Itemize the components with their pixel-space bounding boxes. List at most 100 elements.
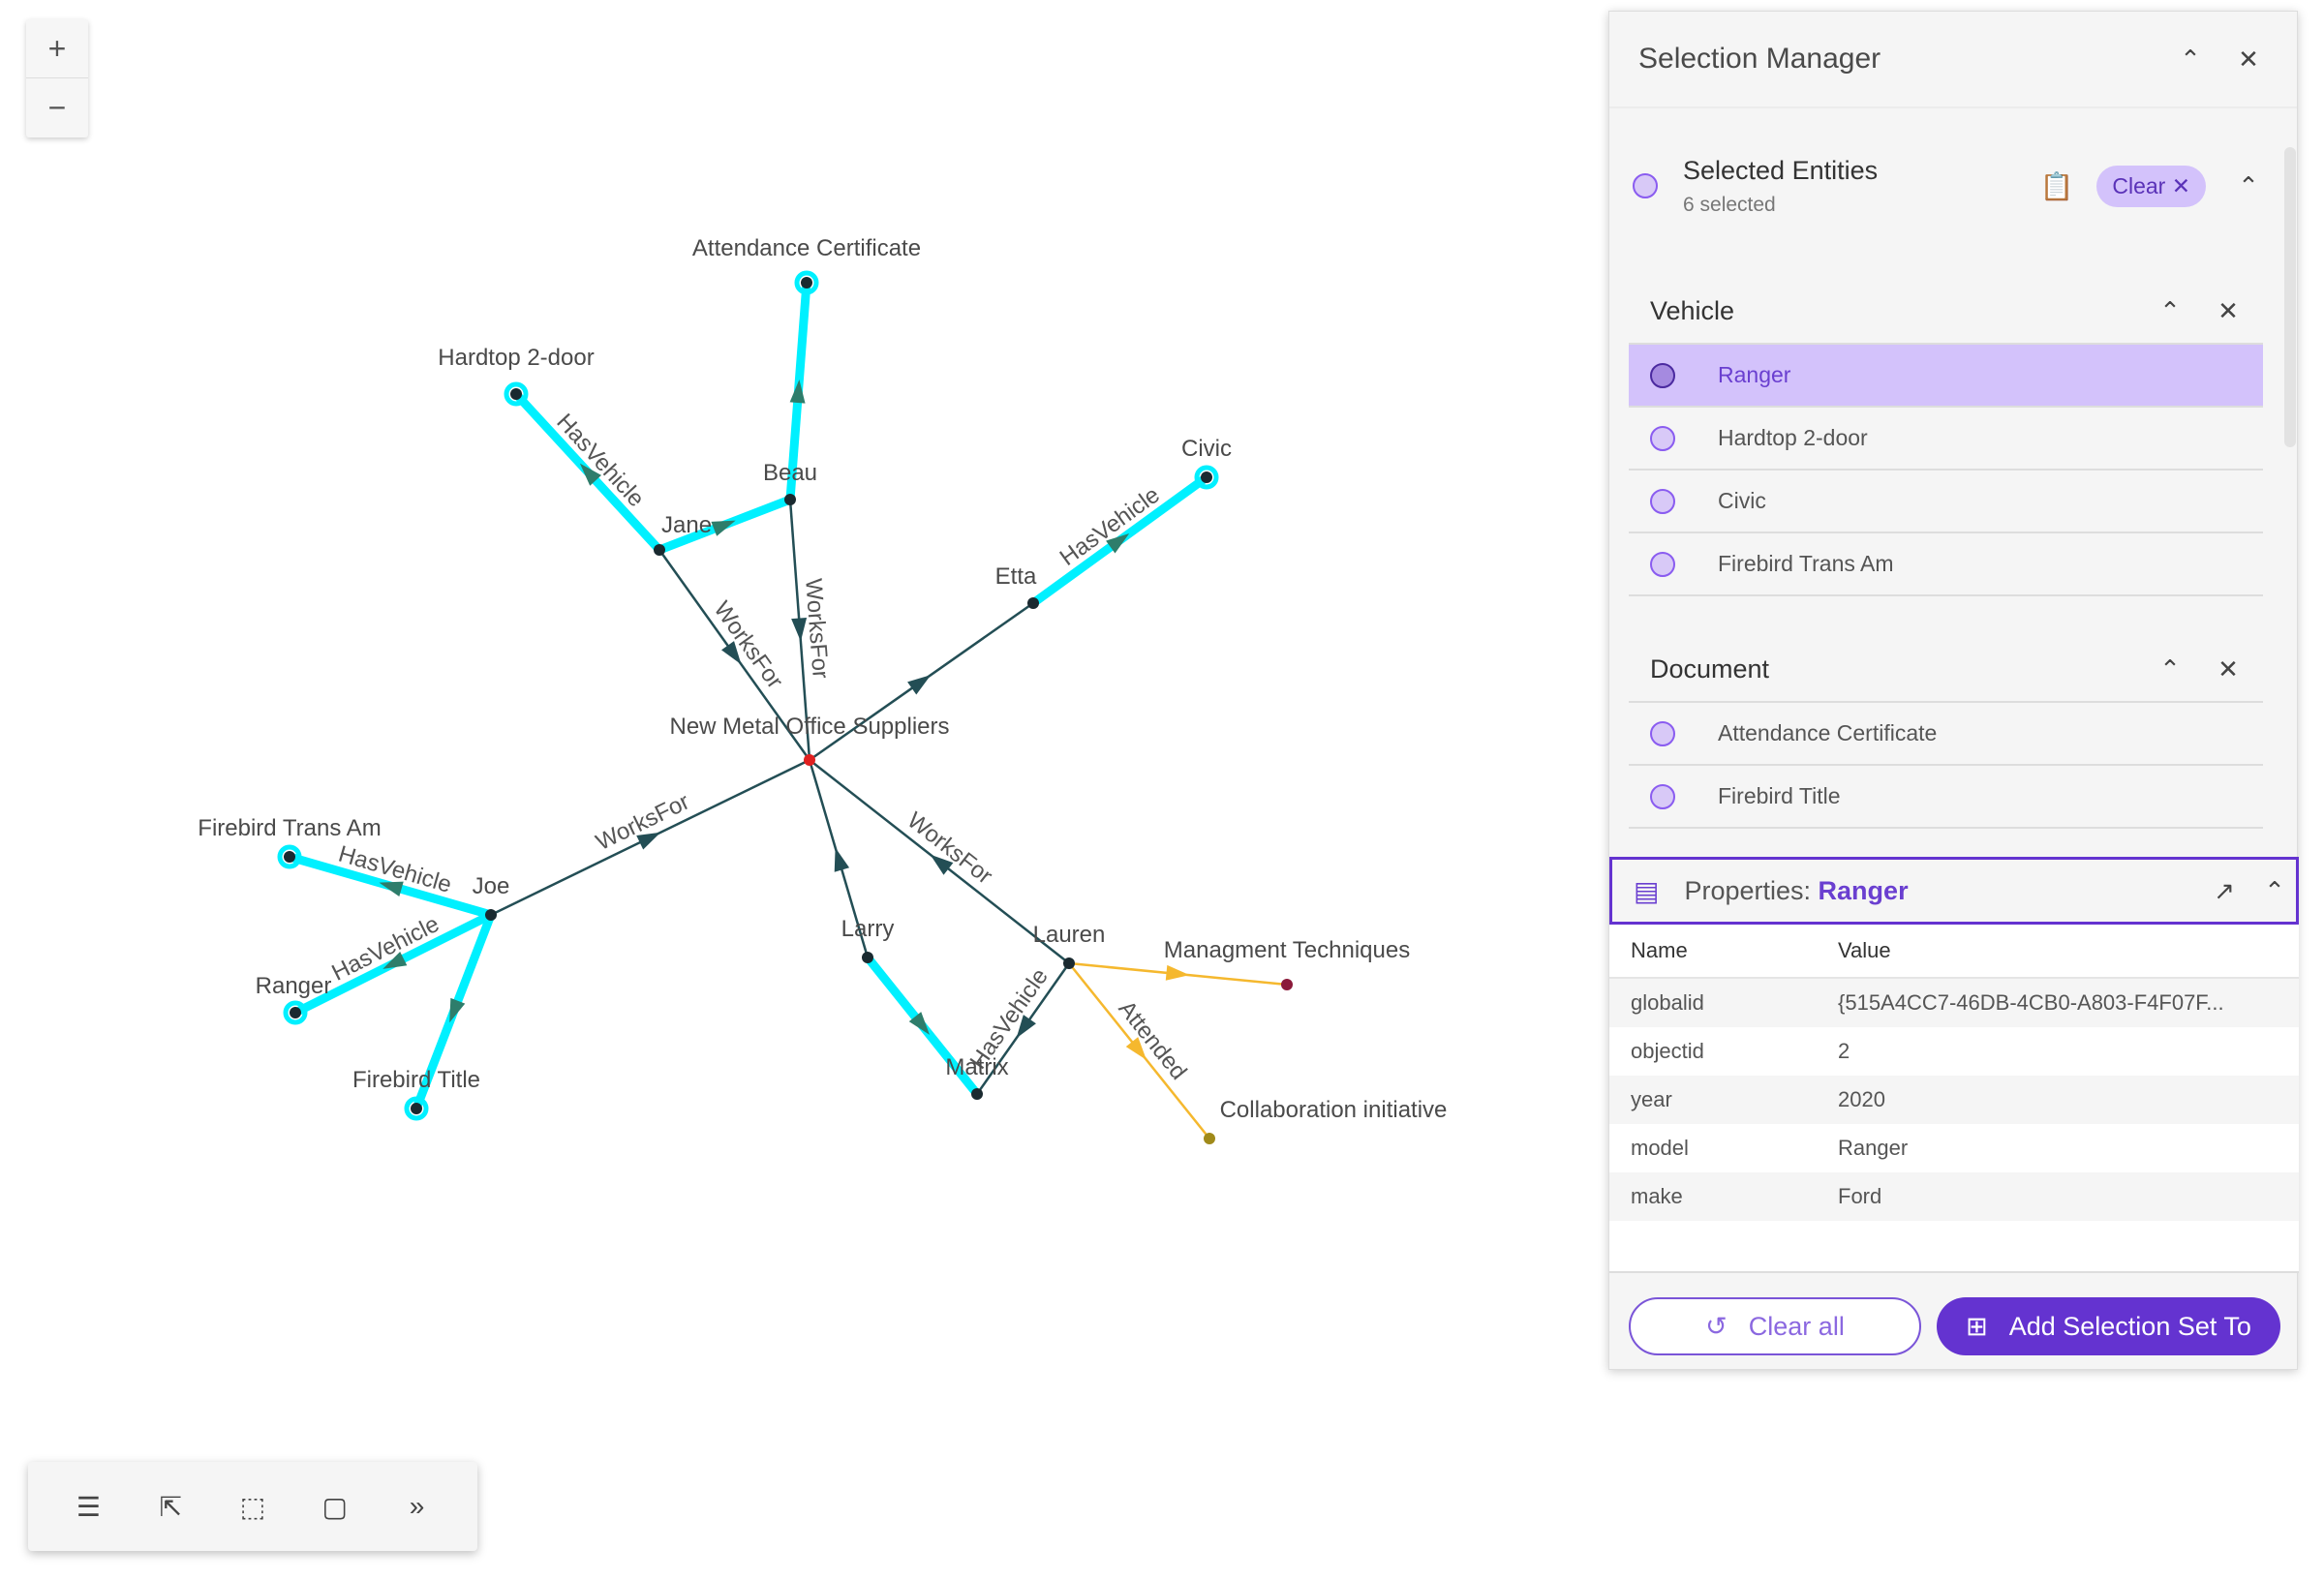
- selected-entities-header: Selected Entities 6 selected 📋 Clear ✕ ⌃: [1609, 147, 2278, 225]
- node-label: Larry: [841, 916, 895, 942]
- column-header-name: Name: [1631, 938, 1688, 962]
- scrollbar[interactable]: [2284, 147, 2296, 447]
- entity-icon: [1650, 720, 1675, 746]
- zoom-out-button[interactable]: −: [47, 90, 67, 125]
- item-label: Attendance Certificate: [1718, 720, 1938, 745]
- node-selection-ring: [504, 381, 529, 407]
- node-jane[interactable]: [654, 544, 665, 556]
- list-item[interactable]: Attendance Certificate: [1629, 703, 2263, 766]
- entity-icon: [1650, 425, 1675, 451]
- node-beau[interactable]: [784, 494, 796, 505]
- clear-chip[interactable]: Clear ✕: [2096, 165, 2206, 207]
- item-label: Ranger: [1718, 362, 1791, 387]
- edge-arrow: [1165, 964, 1190, 981]
- group-title: Vehicle: [1650, 295, 1735, 325]
- node-collaboration-initiative[interactable]: [1204, 1133, 1215, 1144]
- node-label: Matrix: [945, 1054, 1008, 1080]
- list-item[interactable]: Firebird Trans Am: [1629, 533, 2263, 596]
- node-label: Firebird Trans Am: [198, 815, 381, 841]
- chevrons-right-icon[interactable]: »: [409, 1491, 425, 1521]
- property-row: make Ford: [1609, 1172, 2299, 1221]
- node-joe[interactable]: [485, 909, 497, 921]
- node-firebird-trans-am[interactable]: [284, 851, 295, 863]
- edge-label: HasVehicle: [551, 409, 649, 512]
- node-etta[interactable]: [1027, 597, 1039, 609]
- property-name: make: [1631, 1184, 1683, 1208]
- node-larry[interactable]: [862, 952, 873, 963]
- node-new-metal-office-suppliers[interactable]: [804, 754, 815, 766]
- remove-group-icon[interactable]: ✕: [2217, 295, 2239, 325]
- edge-arrow: [579, 463, 602, 486]
- node-label: Hardtop 2-door: [438, 345, 594, 371]
- collapse-selected-icon[interactable]: ⌃: [2238, 170, 2259, 200]
- clear-all-button[interactable]: ↺ Clear all: [1629, 1297, 1921, 1355]
- property-name: objectid: [1631, 1039, 1704, 1063]
- edge-label: WorksFor: [709, 596, 788, 693]
- copy-clipboard-icon[interactable]: 📋: [2039, 170, 2074, 201]
- selected-count: 6 selected: [1683, 193, 1776, 216]
- item-label: Firebird Title: [1718, 783, 1841, 808]
- selection-manager-panel: Selection Manager ⌃ ✕ Selected Entities …: [1608, 11, 2299, 1370]
- properties-entity: Ranger: [1818, 875, 1909, 905]
- edge-arrow: [930, 854, 954, 875]
- node-hardtop-2-door[interactable]: [510, 388, 522, 400]
- edge-label: Attended: [1114, 996, 1192, 1085]
- box-select-icon[interactable]: ⬚: [239, 1491, 266, 1522]
- edge-arrow: [789, 380, 806, 404]
- node-selection-ring: [794, 270, 819, 295]
- collapse-group-icon[interactable]: ⌃: [2159, 653, 2181, 684]
- node-managment-techniques[interactable]: [1281, 979, 1293, 990]
- selection-indicator[interactable]: [1633, 173, 1658, 198]
- edge-arrow: [379, 881, 404, 897]
- zoom-in-button[interactable]: +: [26, 19, 88, 78]
- properties-label: Properties:: [1684, 875, 1812, 905]
- property-value: Ranger: [1838, 1136, 1909, 1160]
- edge-arrow: [1106, 532, 1130, 554]
- node-ranger[interactable]: [290, 1007, 301, 1018]
- collapse-properties-icon[interactable]: ⌃: [2264, 875, 2285, 905]
- node-civic[interactable]: [1201, 471, 1212, 483]
- group-vehicle: Vehicle ⌃ ✕ Ranger Hardtop 2-door Civic Fi…: [1629, 279, 2263, 596]
- select-cursor-icon[interactable]: ⇱: [159, 1491, 182, 1522]
- node-attendance-certificate[interactable]: [801, 277, 812, 289]
- edge-arrow: [449, 997, 466, 1023]
- properties-header: ▤ Properties: Ranger ↗ ⌃: [1609, 857, 2299, 925]
- add-selection-set-button[interactable]: ⊞ Add Selection Set To: [1937, 1297, 2280, 1355]
- entity-icon: [1650, 362, 1675, 388]
- node-label: Joe: [473, 873, 510, 899]
- node-selection-ring: [404, 1096, 429, 1121]
- open-external-icon[interactable]: ↗: [2214, 875, 2235, 905]
- edge-arrow: [834, 847, 850, 872]
- properties-icon: ▤: [1634, 875, 1660, 906]
- layout-icon[interactable]: ▢: [321, 1491, 349, 1522]
- edge-arrow: [382, 951, 408, 969]
- node-label: Firebird Title: [352, 1067, 480, 1093]
- node-label: Etta: [995, 563, 1037, 590]
- collapse-group-icon[interactable]: ⌃: [2159, 295, 2181, 325]
- node-firebird-title[interactable]: [411, 1103, 422, 1114]
- group-document: Document ⌃ ✕ Attendance Certificate Firebi…: [1629, 637, 2263, 829]
- edge-arrow: [1016, 1015, 1036, 1039]
- collapse-panel-icon[interactable]: ⌃: [2180, 44, 2201, 74]
- node-matrix[interactable]: [971, 1088, 983, 1100]
- entity-icon: [1650, 783, 1675, 809]
- node-lauren[interactable]: [1063, 957, 1075, 969]
- zoom-controls: + −: [26, 19, 88, 137]
- list-icon[interactable]: ☰: [76, 1491, 101, 1522]
- list-item[interactable]: Civic: [1629, 471, 2263, 533]
- remove-group-icon[interactable]: ✕: [2217, 653, 2239, 684]
- property-value: Ford: [1838, 1184, 1882, 1208]
- clear-chip-label: Clear: [2112, 172, 2166, 198]
- clear-all-label: Clear all: [1748, 1311, 1845, 1341]
- edge-arrow: [636, 832, 661, 850]
- list-item[interactable]: Hardtop 2-door: [1629, 408, 2263, 471]
- property-name: model: [1631, 1136, 1689, 1160]
- panel-header: Selection Manager ⌃ ✕: [1609, 12, 2297, 108]
- property-row: year 2020: [1609, 1076, 2299, 1124]
- close-panel-icon[interactable]: ✕: [2238, 44, 2259, 74]
- list-item[interactable]: Ranger: [1629, 345, 2263, 408]
- link-chart[interactable]: HasVehicle WorksFor WorksFor HasVehicle Work…: [0, 0, 1607, 1452]
- item-label: Civic: [1718, 488, 1766, 513]
- list-item[interactable]: Firebird Title: [1629, 766, 2263, 829]
- add-set-icon: ⊞: [1966, 1311, 1988, 1341]
